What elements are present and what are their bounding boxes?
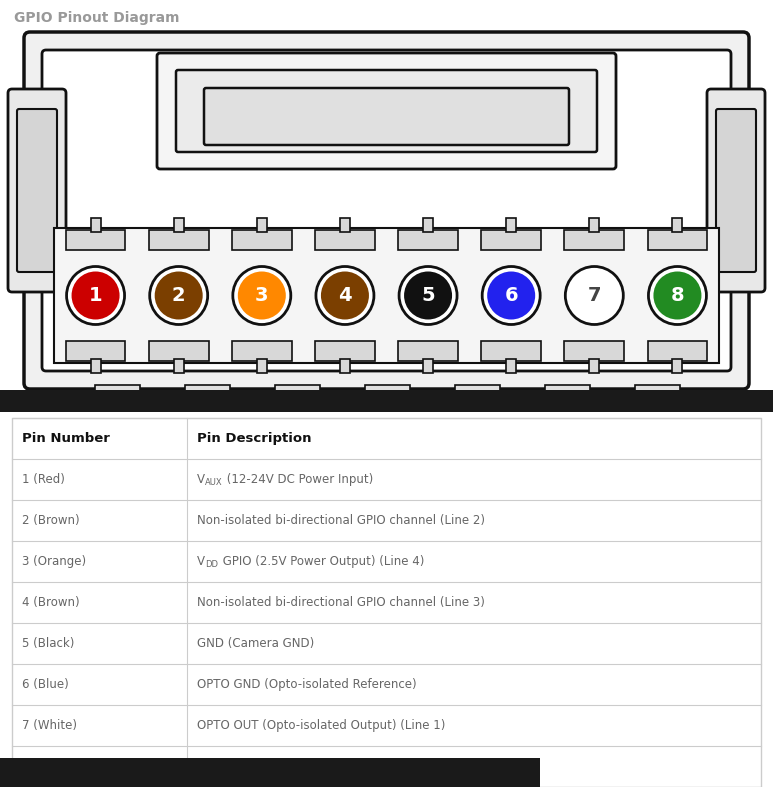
Text: 7: 7 xyxy=(587,286,601,305)
Text: OPTO GND (Opto-isolated Reference): OPTO GND (Opto-isolated Reference) xyxy=(197,678,417,691)
Circle shape xyxy=(72,272,120,320)
Text: Pin Number: Pin Number xyxy=(22,432,110,445)
Text: OPTO IN (Opto-isolated Input) (Line 0): OPTO IN (Opto-isolated Input) (Line 0) xyxy=(197,760,422,773)
Circle shape xyxy=(565,267,623,324)
Circle shape xyxy=(649,267,707,324)
Bar xyxy=(506,359,516,373)
Bar xyxy=(648,341,707,361)
Bar xyxy=(455,385,500,400)
Bar xyxy=(589,359,599,373)
FancyBboxPatch shape xyxy=(716,109,756,272)
Text: 1: 1 xyxy=(89,286,102,305)
Text: 5: 5 xyxy=(421,286,435,305)
Circle shape xyxy=(653,272,701,320)
Circle shape xyxy=(155,272,203,320)
Bar xyxy=(0,758,540,787)
Bar xyxy=(365,385,410,400)
Circle shape xyxy=(66,267,124,324)
Bar xyxy=(340,359,350,373)
Bar xyxy=(506,218,516,232)
Bar xyxy=(66,341,125,361)
Bar xyxy=(564,230,625,250)
Text: DD: DD xyxy=(205,560,218,569)
Bar xyxy=(564,341,625,361)
FancyBboxPatch shape xyxy=(8,89,66,292)
Bar xyxy=(232,341,291,361)
Bar xyxy=(315,230,375,250)
Bar xyxy=(482,341,541,361)
Bar xyxy=(673,218,683,232)
Bar xyxy=(90,359,100,373)
Bar xyxy=(275,385,320,400)
Circle shape xyxy=(233,267,291,324)
Text: 8: 8 xyxy=(671,286,684,305)
Bar xyxy=(95,385,140,400)
Text: 7 (White): 7 (White) xyxy=(22,719,77,732)
Bar xyxy=(257,218,267,232)
Circle shape xyxy=(570,272,618,320)
Text: 6: 6 xyxy=(504,286,518,305)
Bar xyxy=(90,218,100,232)
Circle shape xyxy=(321,272,369,320)
FancyBboxPatch shape xyxy=(204,88,569,145)
Text: (12-24V DC Power Input): (12-24V DC Power Input) xyxy=(223,473,373,486)
Bar xyxy=(545,385,590,400)
Bar xyxy=(174,359,184,373)
Text: 3: 3 xyxy=(255,286,268,305)
Circle shape xyxy=(399,267,457,324)
Circle shape xyxy=(150,267,208,324)
Circle shape xyxy=(482,267,540,324)
Bar xyxy=(482,230,541,250)
Bar xyxy=(648,230,707,250)
Text: GND (Camera GND): GND (Camera GND) xyxy=(197,637,315,650)
Bar xyxy=(54,228,719,363)
Text: V: V xyxy=(197,555,205,568)
Text: V: V xyxy=(197,473,205,486)
Text: 5 (Black): 5 (Black) xyxy=(22,637,74,650)
Bar xyxy=(589,218,599,232)
Bar xyxy=(398,230,458,250)
Bar xyxy=(12,418,761,787)
Text: 2 (Brown): 2 (Brown) xyxy=(22,514,80,527)
Text: 4: 4 xyxy=(338,286,352,305)
Text: 1 (Red): 1 (Red) xyxy=(22,473,65,486)
FancyBboxPatch shape xyxy=(17,109,57,272)
FancyBboxPatch shape xyxy=(42,50,731,371)
Bar xyxy=(673,359,683,373)
Bar xyxy=(185,385,230,400)
Circle shape xyxy=(487,272,535,320)
Circle shape xyxy=(238,272,286,320)
Bar xyxy=(0,390,773,412)
Text: AUX: AUX xyxy=(205,478,223,487)
Text: GPIO Pinout Diagram: GPIO Pinout Diagram xyxy=(14,11,179,25)
Text: Pin Description: Pin Description xyxy=(197,432,312,445)
Bar xyxy=(315,341,375,361)
Bar xyxy=(148,230,209,250)
Text: 8 (Green): 8 (Green) xyxy=(22,760,78,773)
Text: 3 (Orange): 3 (Orange) xyxy=(22,555,86,568)
Bar xyxy=(398,341,458,361)
FancyBboxPatch shape xyxy=(157,53,616,169)
Circle shape xyxy=(404,272,452,320)
Bar xyxy=(232,230,291,250)
Text: Non-isolated bi-directional GPIO channel (Line 2): Non-isolated bi-directional GPIO channel… xyxy=(197,514,485,527)
Bar xyxy=(66,230,125,250)
Text: Non-isolated bi-directional GPIO channel (Line 3): Non-isolated bi-directional GPIO channel… xyxy=(197,596,485,609)
Text: GPIO (2.5V Power Output) (Line 4): GPIO (2.5V Power Output) (Line 4) xyxy=(219,555,424,568)
FancyBboxPatch shape xyxy=(707,89,765,292)
Text: 4 (Brown): 4 (Brown) xyxy=(22,596,80,609)
FancyBboxPatch shape xyxy=(24,32,749,389)
Circle shape xyxy=(316,267,374,324)
Bar xyxy=(635,385,680,400)
Bar xyxy=(423,218,433,232)
FancyBboxPatch shape xyxy=(176,70,597,152)
Text: OPTO OUT (Opto-isolated Output) (Line 1): OPTO OUT (Opto-isolated Output) (Line 1) xyxy=(197,719,445,732)
Text: 6 (Blue): 6 (Blue) xyxy=(22,678,69,691)
Bar xyxy=(174,218,184,232)
Bar xyxy=(423,359,433,373)
Bar xyxy=(257,359,267,373)
Bar xyxy=(148,341,209,361)
Text: 2: 2 xyxy=(172,286,186,305)
Bar xyxy=(340,218,350,232)
